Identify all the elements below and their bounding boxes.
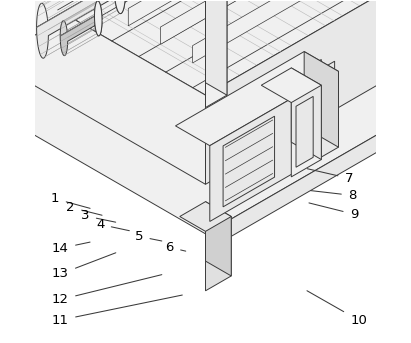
Polygon shape: [206, 36, 411, 251]
Text: 14: 14: [52, 242, 90, 255]
Polygon shape: [296, 96, 313, 167]
Text: 5: 5: [135, 230, 162, 243]
Polygon shape: [160, 0, 353, 44]
Polygon shape: [0, 0, 206, 184]
Polygon shape: [193, 0, 386, 63]
Polygon shape: [60, 16, 102, 56]
Polygon shape: [291, 85, 321, 177]
Text: 8: 8: [311, 189, 357, 202]
Polygon shape: [0, 0, 411, 95]
Polygon shape: [60, 1, 102, 39]
Text: 13: 13: [52, 253, 116, 281]
Polygon shape: [37, 0, 126, 58]
Polygon shape: [304, 51, 339, 147]
Polygon shape: [95, 1, 102, 36]
Polygon shape: [206, 202, 231, 276]
Polygon shape: [175, 51, 339, 146]
Polygon shape: [223, 116, 275, 207]
Polygon shape: [248, 0, 411, 53]
Polygon shape: [206, 0, 227, 95]
Polygon shape: [0, 0, 411, 234]
Polygon shape: [291, 68, 321, 159]
Text: 1: 1: [51, 192, 90, 208]
Text: 7: 7: [307, 169, 353, 185]
Polygon shape: [37, 0, 126, 33]
Text: 12: 12: [52, 275, 162, 306]
Polygon shape: [309, 61, 335, 120]
Text: 4: 4: [96, 218, 129, 231]
Polygon shape: [180, 202, 231, 232]
Polygon shape: [206, 0, 411, 184]
Text: 3: 3: [81, 210, 115, 222]
Text: 2: 2: [66, 201, 102, 215]
Polygon shape: [225, 73, 302, 168]
Polygon shape: [96, 0, 289, 7]
Text: 9: 9: [309, 203, 358, 221]
Polygon shape: [0, 0, 248, 60]
Polygon shape: [248, 0, 411, 36]
Polygon shape: [261, 68, 321, 103]
Text: 10: 10: [307, 291, 367, 327]
Polygon shape: [210, 71, 339, 222]
Polygon shape: [128, 0, 321, 26]
Text: 6: 6: [166, 241, 186, 254]
Polygon shape: [218, 59, 321, 177]
Polygon shape: [114, 0, 126, 14]
Polygon shape: [206, 216, 231, 291]
Polygon shape: [206, 0, 227, 108]
Text: 11: 11: [52, 295, 182, 327]
